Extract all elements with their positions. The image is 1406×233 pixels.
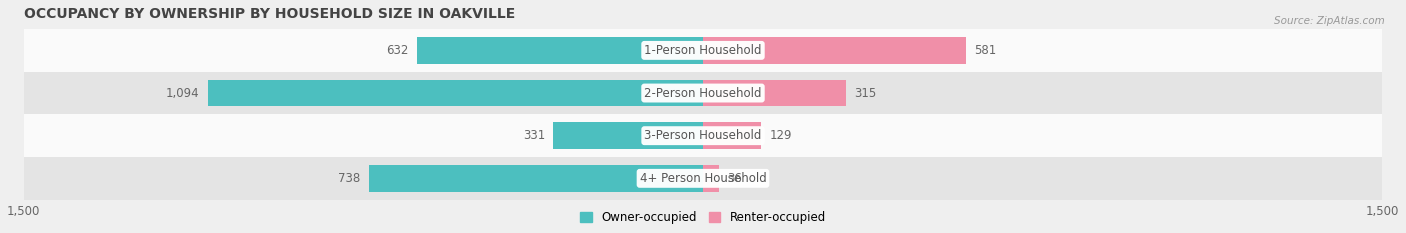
Bar [24,157,1382,200]
Legend: Owner-occupied, Renter-occupied: Owner-occupied, Renter-occupied [579,212,827,224]
Bar [208,80,703,106]
Bar [24,114,1382,157]
Text: 4+ Person Household: 4+ Person Household [640,172,766,185]
Text: 1-Person Household: 1-Person Household [644,44,762,57]
Bar [416,37,703,64]
Bar [703,165,720,192]
Text: OCCUPANCY BY OWNERSHIP BY HOUSEHOLD SIZE IN OAKVILLE: OCCUPANCY BY OWNERSHIP BY HOUSEHOLD SIZE… [24,7,515,21]
Text: Source: ZipAtlas.com: Source: ZipAtlas.com [1274,16,1385,26]
Bar [24,72,1382,114]
Text: 36: 36 [727,172,742,185]
Text: 3-Person Household: 3-Person Household [644,129,762,142]
Text: 331: 331 [523,129,546,142]
Text: 632: 632 [387,44,409,57]
Bar [703,123,762,149]
Text: 738: 738 [339,172,360,185]
Bar [368,165,703,192]
Text: 129: 129 [769,129,792,142]
Text: 581: 581 [974,44,997,57]
Bar [24,29,1382,72]
Bar [553,123,703,149]
Bar [703,37,966,64]
Text: 2-Person Household: 2-Person Household [644,86,762,99]
Text: 315: 315 [853,86,876,99]
Bar [703,80,845,106]
Text: 1,094: 1,094 [166,86,200,99]
